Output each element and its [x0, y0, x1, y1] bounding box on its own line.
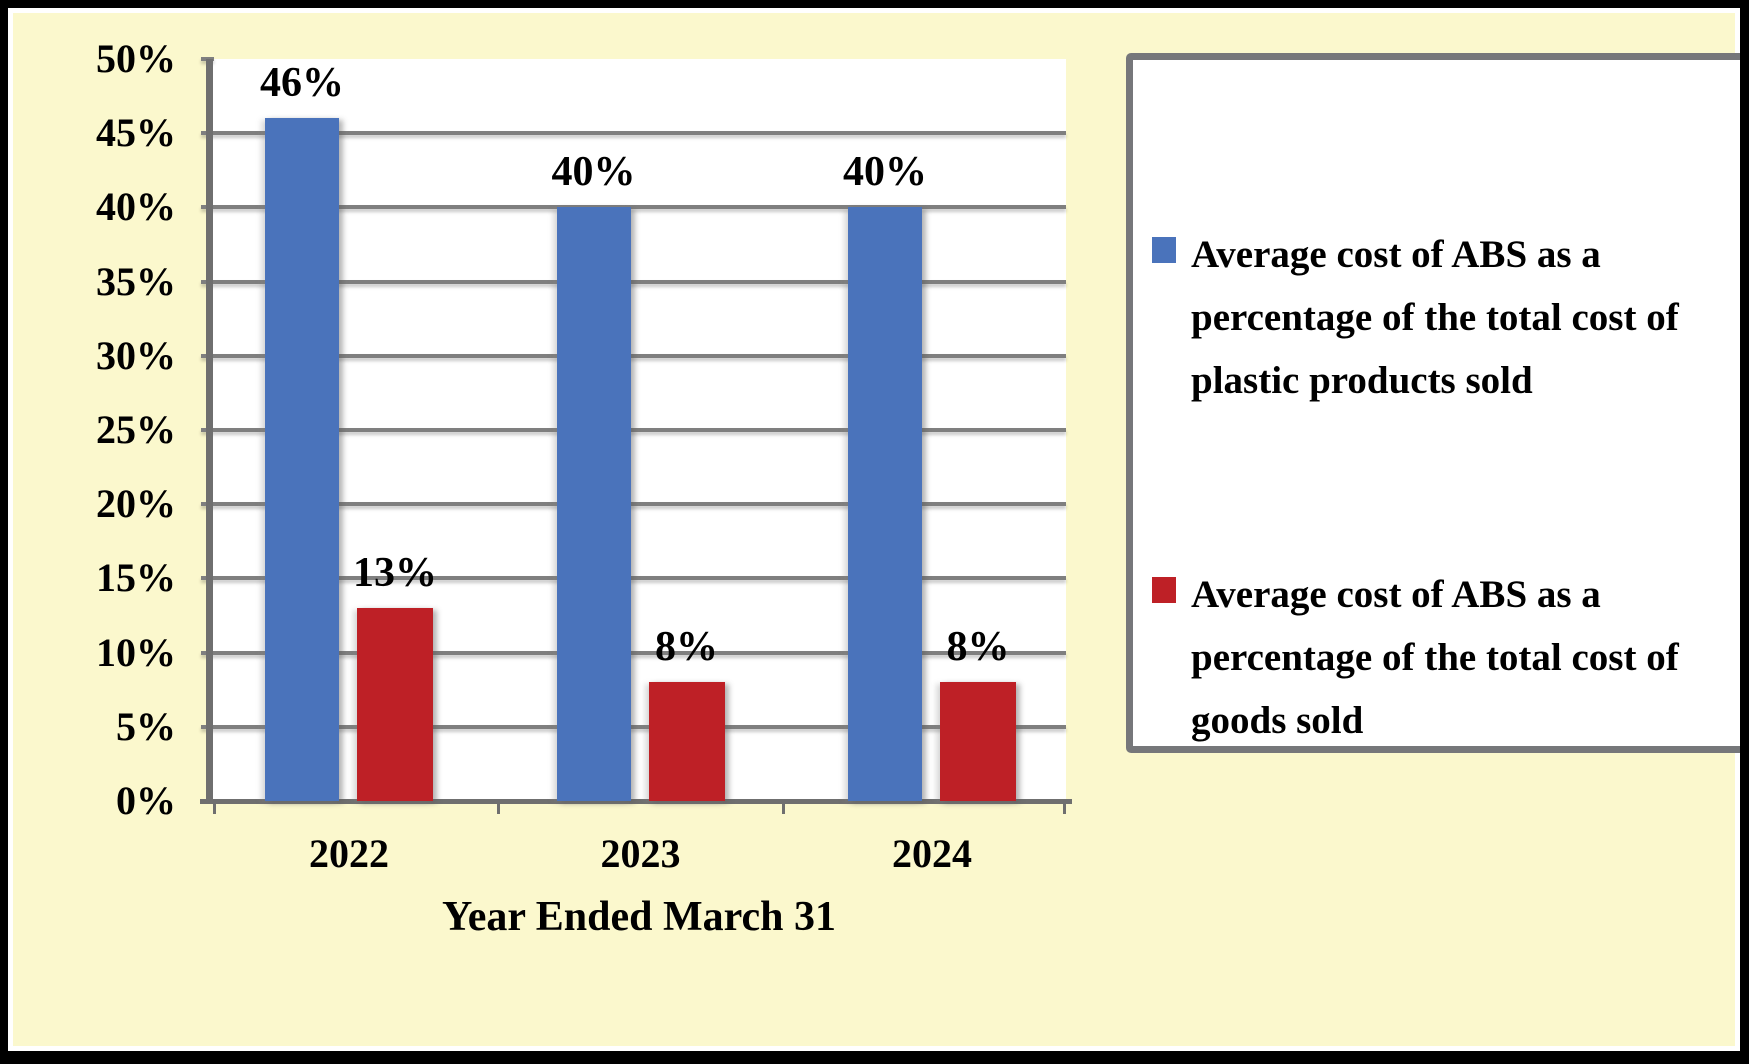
bar-red-2023 — [648, 682, 725, 801]
x-axis-tick — [213, 799, 216, 814]
y-tick-label: 10% — [96, 629, 176, 675]
bar-data-label: 40% — [843, 149, 927, 196]
gridline — [201, 428, 1066, 432]
gridline — [201, 131, 1066, 136]
gridline — [201, 353, 1066, 358]
bar-data-label: 40% — [551, 149, 636, 196]
bar-blue-2022 — [265, 118, 339, 801]
x-category-label-2023: 2023 — [600, 831, 681, 876]
bar-red-2024 — [940, 682, 1016, 801]
legend-entry: Average cost of ABS as a percentage of t… — [1152, 223, 1679, 412]
bar-data-label: 8% — [655, 624, 718, 671]
gridline — [201, 205, 1066, 210]
x-category-label-2022: 2022 — [309, 831, 389, 876]
gridline — [201, 279, 1066, 284]
gridline — [201, 724, 1066, 729]
x-axis-line — [200, 799, 1072, 804]
gridline — [201, 502, 1066, 507]
gridline — [201, 650, 1066, 655]
legend-entry-label: Average cost of ABS as a percentage of t… — [1191, 233, 1679, 402]
bar-data-label: 13% — [353, 550, 437, 597]
y-tick-label: 40% — [96, 184, 176, 230]
y-tick-label: 35% — [96, 258, 176, 304]
x-category-label-2024: 2024 — [892, 831, 972, 876]
y-tick-label: 0% — [116, 778, 176, 823]
x-axis-title: Year Ended March 31 — [442, 894, 836, 940]
y-tick-label: 25% — [96, 407, 176, 452]
x-axis-tick — [497, 799, 500, 814]
y-tick-label: 50% — [96, 36, 176, 81]
y-tick-label: 45% — [96, 110, 176, 156]
y-tick-label: 30% — [96, 332, 176, 378]
y-tick-label: 20% — [96, 481, 176, 527]
bar-blue-2024 — [848, 207, 922, 801]
legend-entry-label: Average cost of ABS as a percentage of t… — [1191, 573, 1679, 742]
x-axis-tick — [1063, 799, 1066, 814]
legend-entry: Average cost of ABS as a percentage of t… — [1152, 563, 1679, 752]
y-axis-line — [206, 59, 213, 804]
bar-data-label: 46% — [260, 60, 344, 107]
legend-swatch-icon — [1152, 237, 1176, 263]
bar-blue-2023 — [556, 207, 631, 801]
legend-swatch-icon — [1152, 577, 1176, 603]
gridline — [201, 576, 1066, 581]
y-tick-label: 15% — [96, 555, 176, 601]
legend: Average cost of ABS as a percentage of t… — [1126, 53, 1740, 753]
bar-red-2022 — [357, 608, 433, 801]
y-tick-label: 5% — [116, 703, 176, 749]
x-axis-tick — [781, 799, 785, 814]
bar-data-label: 8% — [946, 624, 1010, 671]
